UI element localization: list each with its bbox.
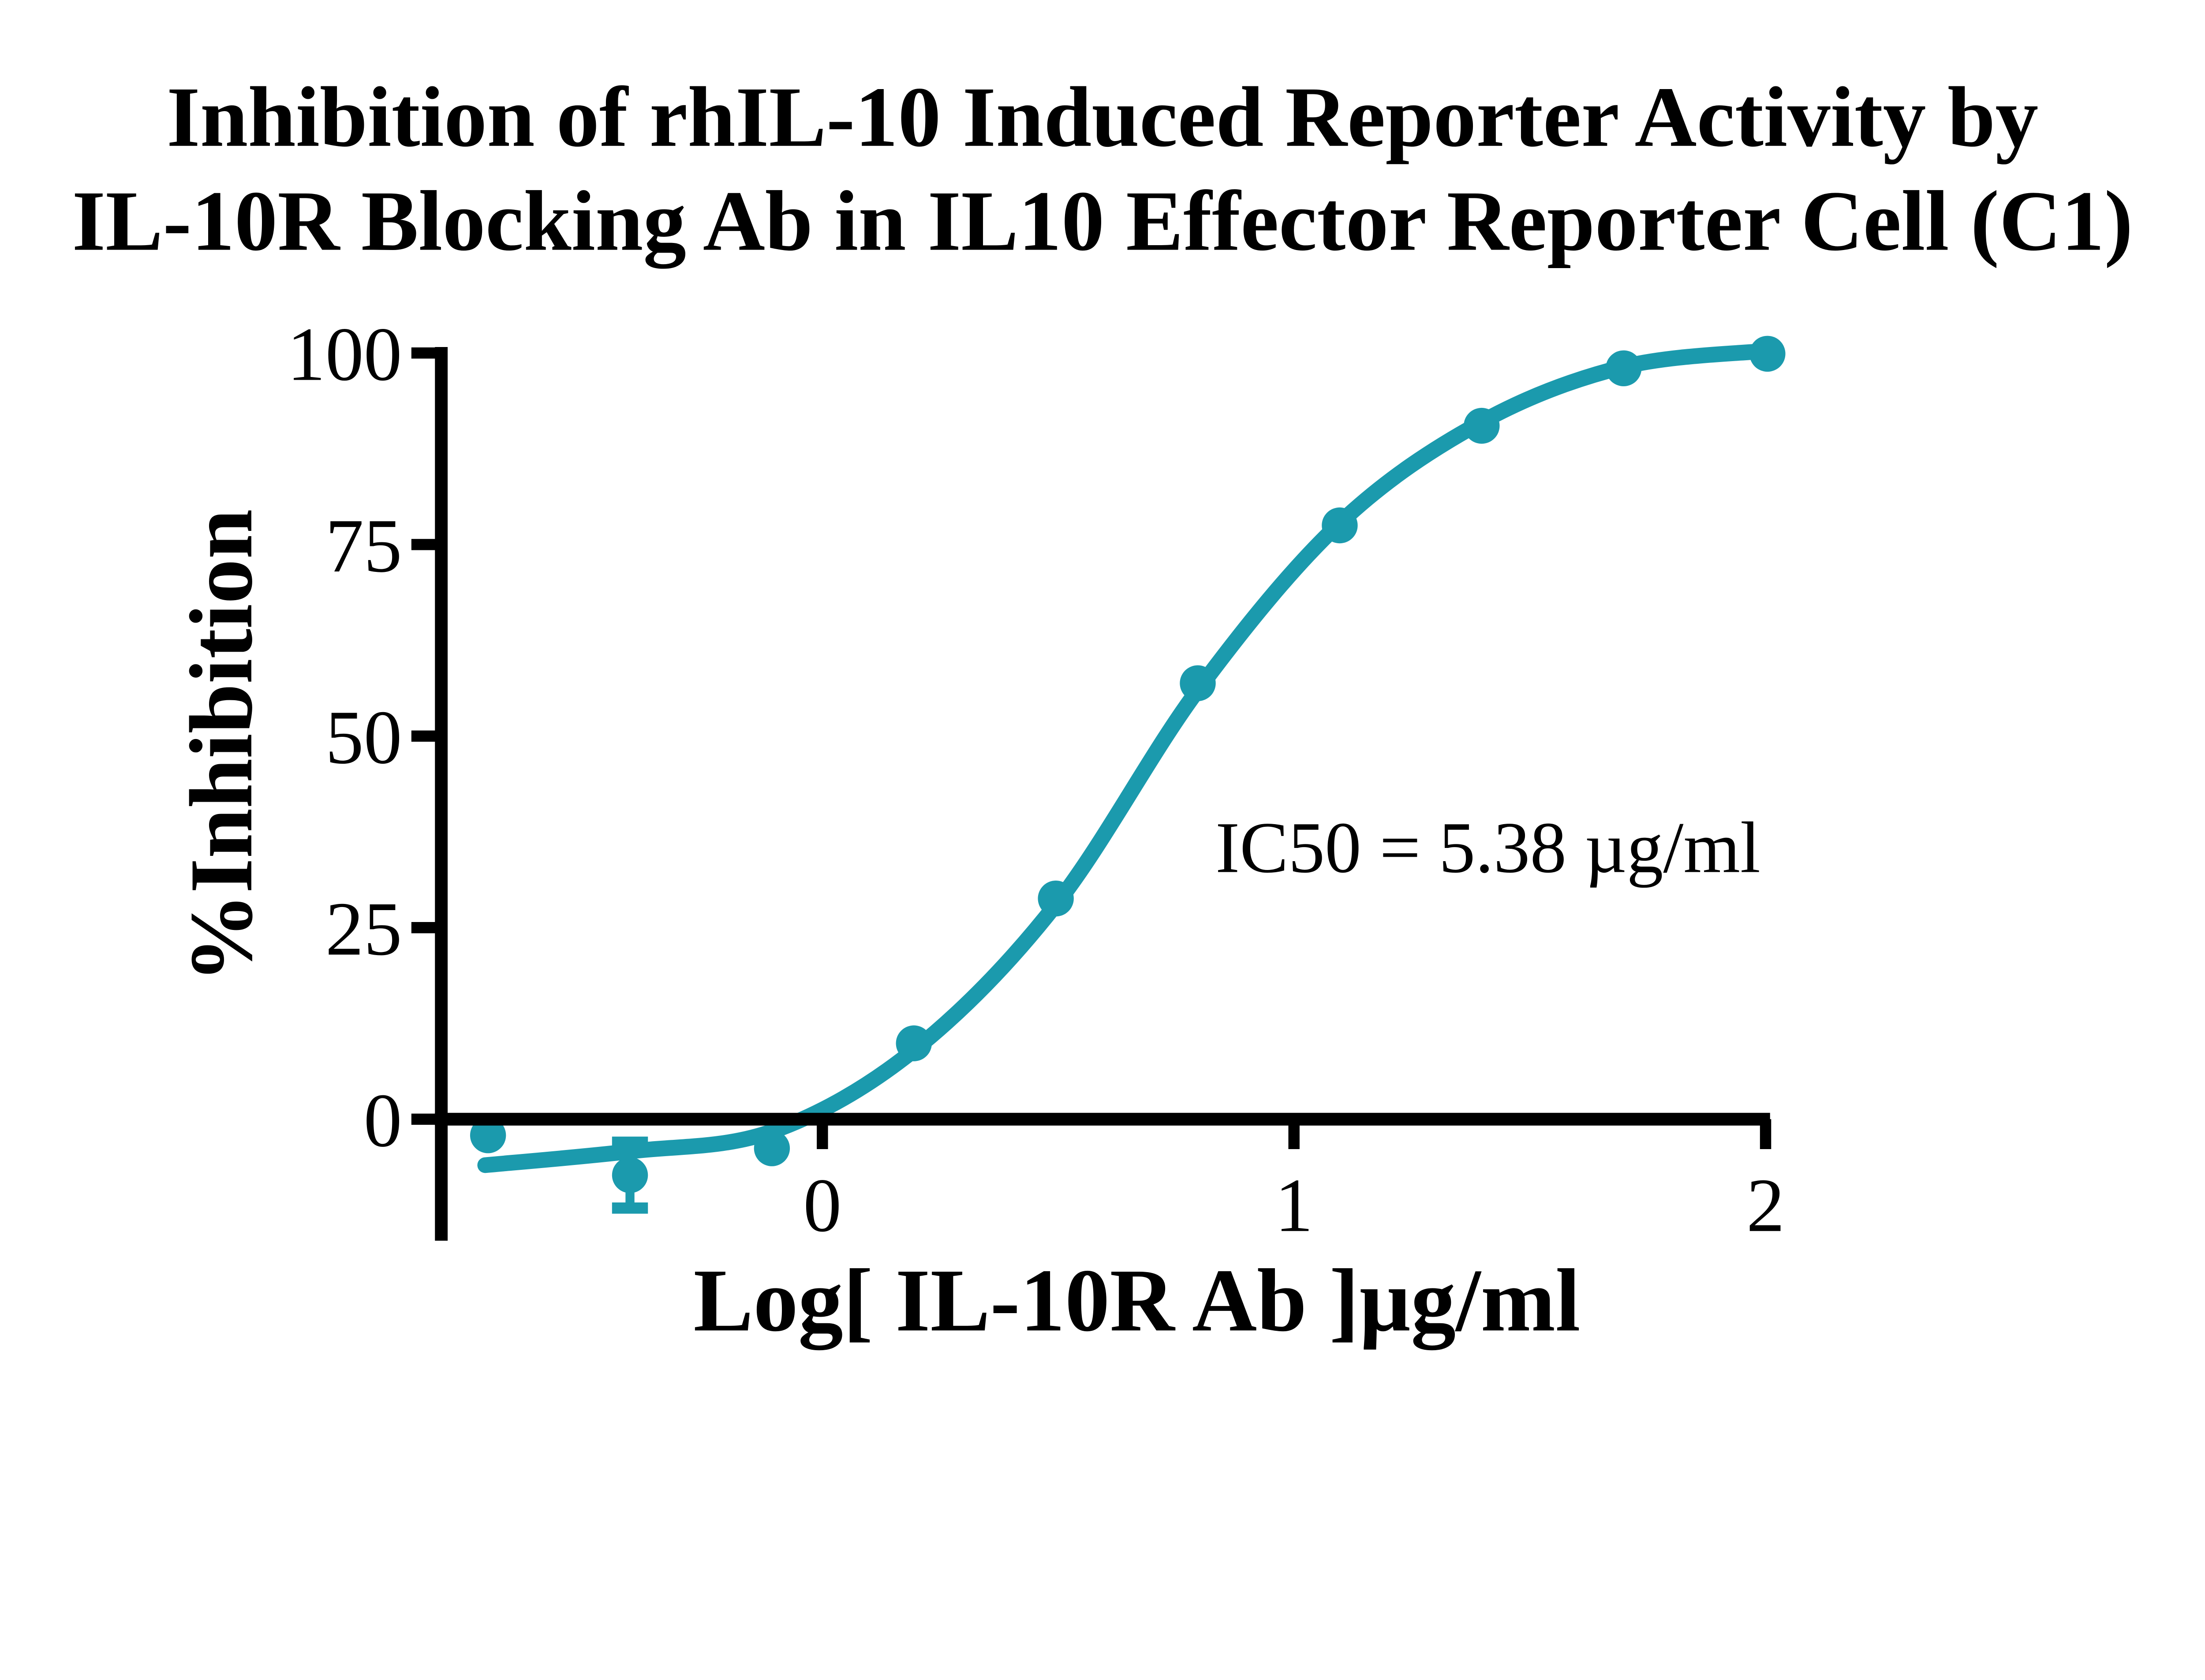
x-tick-label: 0 <box>803 1163 841 1248</box>
chart-title-line1: Inhibition of rhIL-10 Induced Reporter A… <box>167 70 2038 165</box>
data-point <box>470 1117 506 1154</box>
x-tick-label: 2 <box>1746 1163 1785 1248</box>
y-tick-label: 50 <box>325 694 402 780</box>
data-point <box>1322 507 1358 544</box>
data-point <box>1749 336 1786 372</box>
plot-area: 0 25 50 75 100 0 1 2 <box>287 312 1786 1248</box>
y-tick-label: 0 <box>364 1078 402 1163</box>
ic50-annotation: IC50 = 5.38 µg/ml <box>1215 807 1760 888</box>
data-point <box>1180 665 1216 702</box>
data-point <box>896 1025 932 1061</box>
fit-curve <box>477 343 1775 1173</box>
data-point <box>1038 881 1074 917</box>
data-point <box>612 1157 648 1193</box>
data-point <box>754 1130 790 1166</box>
y-axis-label: %Inhibition <box>172 509 271 983</box>
dose-response-chart: 0 25 50 75 100 0 1 2 Inhibition of rhIL-10 Indu… <box>72 69 2133 1351</box>
data-point <box>1464 407 1500 444</box>
chart-title-line2: IL-10R Blocking Ab in IL10 Effector Repo… <box>72 173 2133 269</box>
data-point <box>1605 350 1642 386</box>
y-tick-label: 75 <box>325 503 402 588</box>
y-tick-label: 100 <box>287 312 402 397</box>
figure: 0 25 50 75 100 0 1 2 Inhibition of rhIL-10 Indu… <box>72 69 2133 1351</box>
y-tick-label: 25 <box>325 886 402 971</box>
x-axis-label: Log[ IL-10R Ab ]µg/ml <box>693 1251 1580 1350</box>
x-tick-label: 1 <box>1275 1163 1313 1248</box>
